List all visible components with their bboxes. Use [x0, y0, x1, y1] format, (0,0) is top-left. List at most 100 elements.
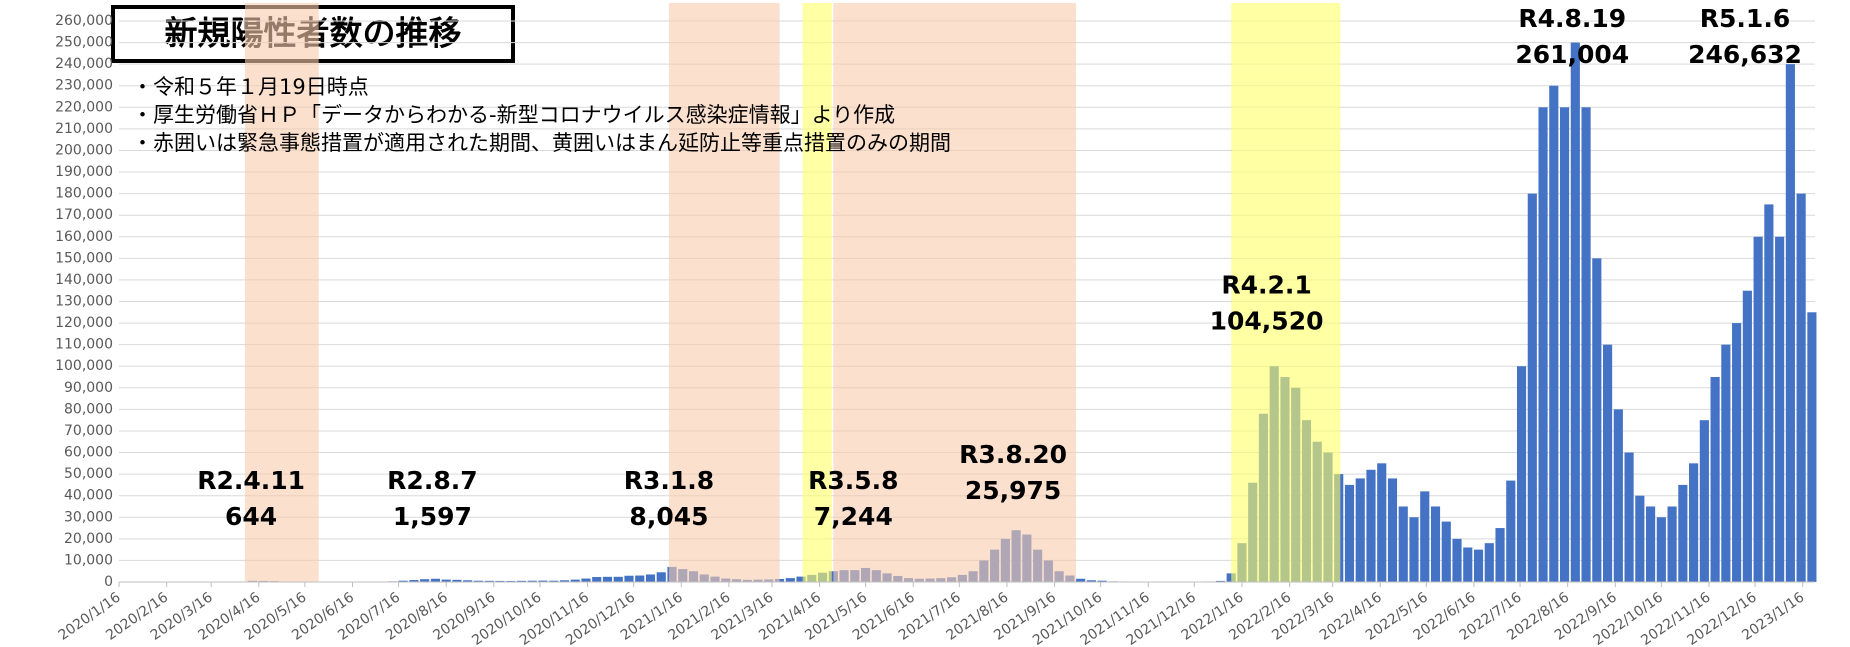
annotation-date: R5.1.6	[1700, 4, 1790, 33]
bar	[1506, 480, 1516, 582]
bar	[527, 580, 537, 582]
annotation-value: 7,244	[814, 502, 893, 531]
bar	[581, 578, 591, 582]
y-tick-label: 60,000	[64, 445, 113, 461]
y-tick-label: 80,000	[64, 401, 113, 417]
y-tick-label: 0	[104, 574, 113, 590]
y-tick-label: 240,000	[55, 56, 113, 72]
bar	[1527, 193, 1537, 582]
y-tick-label: 210,000	[55, 121, 113, 137]
bar	[1710, 377, 1720, 582]
note: ・赤囲いは緊急事態措置が適用された期間、黄囲いはまん延防止等重点措置のみの期間	[132, 131, 951, 155]
bar	[1473, 549, 1484, 582]
bar	[1484, 543, 1494, 582]
bar	[1463, 547, 1473, 582]
bar	[1667, 506, 1677, 582]
bar	[656, 572, 666, 582]
bar	[1678, 484, 1688, 582]
y-tick-label: 130,000	[55, 294, 113, 310]
bar	[420, 579, 430, 582]
bar	[570, 579, 580, 582]
bar	[1635, 495, 1645, 582]
bar	[452, 579, 462, 582]
bar	[1215, 580, 1226, 582]
y-tick-label: 220,000	[55, 99, 113, 115]
bar	[1624, 452, 1634, 582]
y-tick-label: 230,000	[55, 78, 113, 94]
y-tick-label: 50,000	[64, 466, 113, 482]
bar	[1656, 517, 1666, 582]
bar	[1538, 107, 1548, 583]
bar	[1732, 323, 1742, 582]
plot-layer	[119, 3, 1817, 583]
bar	[1441, 521, 1451, 582]
annotation-value: 25,975	[965, 476, 1061, 505]
annotation-date: R2.4.11	[197, 466, 305, 495]
bar	[1097, 580, 1107, 582]
bar	[1344, 484, 1355, 582]
y-tick-label: 260,000	[55, 13, 113, 29]
bar	[1613, 409, 1623, 582]
annotation-date: R4.2.1	[1221, 270, 1311, 299]
bar	[1495, 528, 1505, 582]
bar	[1355, 478, 1365, 582]
bar	[1764, 204, 1774, 582]
bar	[538, 580, 548, 582]
bar	[1603, 344, 1613, 582]
bar	[1420, 491, 1430, 582]
bar	[516, 580, 527, 582]
y-tick-label: 170,000	[55, 207, 113, 223]
bar	[1430, 506, 1441, 582]
bar	[1366, 469, 1376, 582]
bar	[1409, 517, 1419, 582]
bar	[409, 580, 419, 582]
y-tick-label: 30,000	[64, 509, 113, 525]
y-tick-label: 70,000	[64, 423, 113, 439]
annotation-date: R4.8.19	[1518, 4, 1626, 33]
period-band	[668, 3, 780, 582]
period-band	[833, 3, 1077, 582]
bar	[796, 576, 806, 582]
y-tick-label: 140,000	[55, 272, 113, 288]
bar	[559, 580, 570, 582]
annotation-value: 104,520	[1210, 306, 1324, 335]
bar	[1398, 506, 1408, 582]
bar	[473, 580, 484, 582]
y-tick-label: 100,000	[55, 358, 113, 374]
bar	[785, 578, 795, 582]
bar	[495, 580, 505, 582]
bar	[828, 571, 838, 582]
bar	[613, 576, 623, 582]
y-tick-label: 20,000	[64, 531, 113, 547]
bar	[1796, 193, 1806, 582]
bar	[463, 580, 473, 582]
bar	[1377, 463, 1387, 582]
bar	[635, 575, 645, 582]
annotation-value: 644	[225, 502, 277, 531]
y-tick-label: 10,000	[64, 552, 113, 568]
bar	[1086, 580, 1096, 582]
note: ・令和５年１月19日時点	[132, 75, 369, 99]
annotation-value: 1,597	[393, 502, 472, 531]
y-tick-label: 190,000	[55, 164, 113, 180]
bar	[624, 575, 634, 582]
bar	[1559, 107, 1570, 583]
bar	[549, 580, 559, 582]
y-tick-label: 110,000	[55, 337, 113, 353]
period-band	[244, 3, 319, 582]
annotation-date: R3.8.20	[959, 440, 1067, 469]
bar	[1646, 506, 1656, 582]
annotation-value: 261,004	[1515, 40, 1629, 69]
bar	[1699, 420, 1709, 582]
y-tick-label: 250,000	[55, 35, 113, 51]
bar	[1753, 236, 1763, 582]
bar	[1775, 236, 1785, 582]
period-band	[802, 3, 832, 582]
y-tick-label: 200,000	[55, 142, 113, 158]
bar	[1549, 85, 1559, 582]
bar	[592, 577, 602, 582]
y-tick-label: 150,000	[55, 250, 113, 266]
y-tick-label: 160,000	[55, 229, 113, 245]
bar	[1452, 538, 1462, 582]
